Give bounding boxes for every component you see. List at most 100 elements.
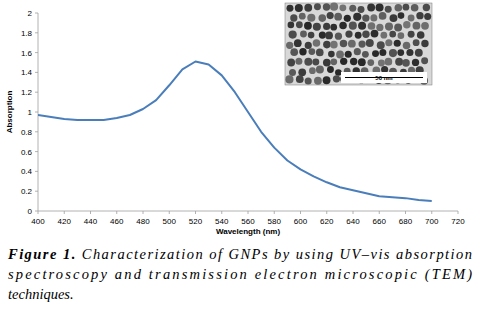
nanoparticle	[403, 4, 410, 11]
nanoparticle	[421, 22, 429, 30]
y-tick	[35, 32, 38, 33]
x-tick-label: 400	[31, 217, 45, 226]
nanoparticle	[328, 51, 335, 58]
x-tick	[458, 211, 459, 214]
x-tick-label: 680	[399, 217, 413, 226]
nanoparticle	[385, 58, 393, 66]
nanoparticle	[371, 30, 379, 38]
nanoparticle	[344, 15, 351, 22]
nanoparticle	[316, 66, 324, 74]
nanoparticle	[348, 40, 356, 48]
nanoparticle	[339, 22, 347, 30]
y-tick	[35, 151, 38, 152]
nanoparticle	[305, 42, 312, 49]
x-tick-label: 500	[163, 217, 177, 226]
caption-text: Characterization of GNPs by using UV–vis…	[82, 246, 472, 262]
y-tick	[35, 92, 38, 93]
nanoparticle	[323, 3, 330, 10]
plot-area	[38, 62, 432, 202]
y-tick	[35, 72, 38, 73]
nanoparticle	[290, 48, 298, 56]
nanoparticle	[367, 4, 375, 12]
nanoparticle	[390, 14, 398, 22]
nanoparticle	[349, 5, 356, 12]
nanoparticle	[298, 68, 306, 76]
y-tick-label: 2	[28, 9, 33, 18]
nanoparticle	[354, 48, 361, 55]
caption-line: spectroscopy and transmission electron m…	[8, 266, 472, 283]
nanoparticle	[415, 49, 423, 57]
x-tick	[405, 211, 406, 214]
x-tick-label: 660	[373, 217, 387, 226]
nanoparticle	[368, 22, 376, 30]
figure: 00.20.40.60.811.21.41.61.824004204404604…	[0, 0, 481, 326]
nanoparticle	[339, 4, 346, 11]
nanoparticle	[294, 39, 302, 47]
nanoparticle	[314, 77, 322, 85]
nanoparticle	[389, 49, 397, 57]
nanoparticle	[323, 23, 330, 30]
x-tick	[300, 211, 301, 214]
nanoparticle	[330, 41, 338, 49]
nanoparticle	[288, 22, 295, 29]
x-tick-label: 440	[84, 217, 98, 226]
nanoparticle	[319, 31, 326, 38]
nanoparticle	[335, 69, 342, 76]
nanoparticle	[413, 39, 420, 46]
nanoparticle	[385, 23, 393, 31]
nanoparticle	[345, 51, 352, 58]
nanoparticle	[376, 4, 384, 12]
y-tick-label: 0.2	[21, 187, 33, 196]
nanoparticle	[355, 32, 362, 39]
x-tick-label: 520	[189, 217, 203, 226]
tem-background	[285, 3, 432, 85]
y-tick-label: 1.6	[21, 49, 33, 58]
caption-text: spectroscopy and transmission electron m…	[8, 266, 472, 283]
x-tick-label: 480	[136, 217, 150, 226]
x-tick-label: 700	[425, 217, 439, 226]
x-axis-label: Wavelength (nm)	[216, 227, 280, 236]
nanoparticle	[394, 4, 402, 12]
nanoparticle	[295, 58, 302, 65]
nanoparticle	[403, 42, 411, 50]
y-tick	[35, 52, 38, 53]
scale-bar-box	[341, 72, 427, 83]
nanoparticle	[379, 49, 386, 56]
y-tick	[35, 211, 38, 212]
caption-line: Figure 1. Characterization of GNPs by us…	[7, 246, 472, 262]
nanoparticle	[333, 75, 340, 82]
nanoparticle	[378, 59, 385, 66]
x-tick	[274, 211, 275, 214]
nanoparticle	[362, 31, 369, 38]
y-tick	[35, 13, 38, 14]
nanoparticle	[345, 30, 352, 37]
nanoparticle	[286, 42, 293, 49]
nanoparticle	[406, 49, 413, 56]
nanoparticle	[336, 51, 344, 59]
x-tick	[169, 211, 170, 214]
nanoparticle	[350, 58, 357, 65]
nanoparticle	[290, 14, 297, 21]
x-tick	[90, 211, 91, 214]
nanoparticle	[398, 12, 405, 19]
nanoparticle	[376, 24, 383, 31]
nanoparticle	[325, 32, 333, 40]
scale-bar-label: 50 nm	[375, 75, 392, 81]
nanoparticle	[394, 40, 401, 47]
nanoparticle	[318, 14, 326, 22]
caption-line: techniques.	[8, 286, 74, 302]
nanoparticle	[295, 4, 303, 12]
nanoparticle	[327, 12, 334, 19]
y-tick-label: 0.4	[21, 167, 33, 176]
x-tick	[379, 211, 380, 214]
x-tick	[143, 211, 144, 214]
nanoparticle	[380, 32, 387, 39]
x-tick-label: 580	[268, 217, 282, 226]
nanoparticle	[313, 39, 321, 47]
x-tick-label: 560	[241, 217, 255, 226]
nanoparticle	[312, 59, 319, 66]
y-tick	[35, 131, 38, 132]
nanoparticle	[330, 59, 337, 66]
y-tick-label: 1.8	[21, 29, 33, 38]
nanoparticle	[335, 33, 342, 40]
